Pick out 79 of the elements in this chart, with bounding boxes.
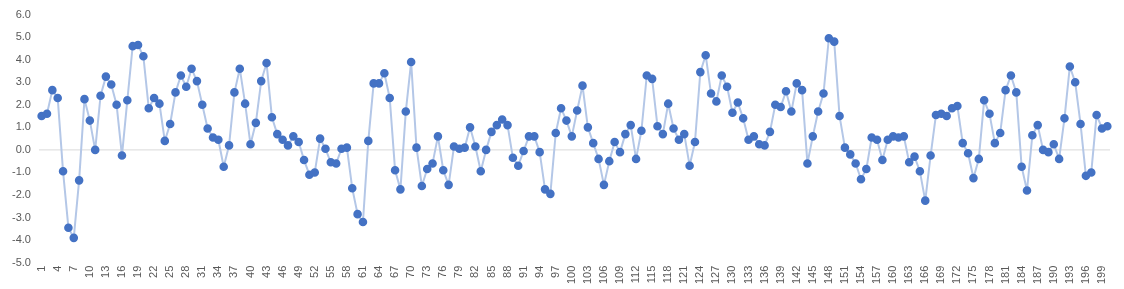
x-tick-label: 136 xyxy=(757,265,770,285)
x-tick-label: 25 xyxy=(163,265,176,278)
x-tick-label: 148 xyxy=(821,265,834,285)
x-tick-label: 133 xyxy=(741,265,754,285)
y-tick-label: 6.0 xyxy=(15,7,31,20)
x-tick-label: 172 xyxy=(950,265,963,285)
x-tick-label: 34 xyxy=(211,265,224,278)
x-tick-label: 106 xyxy=(596,265,609,285)
x-tick-label: 4 xyxy=(50,265,63,272)
x-tick-label: 145 xyxy=(805,265,818,285)
x-tick-label: 100 xyxy=(564,265,577,285)
x-tick-label: 52 xyxy=(307,265,320,278)
y-tick-label: -5.0 xyxy=(11,255,31,268)
x-tick-label: 16 xyxy=(114,265,127,278)
x-tick-label: 58 xyxy=(339,265,352,278)
x-tick-label: 19 xyxy=(131,265,144,278)
x-tick-label: 70 xyxy=(404,265,417,278)
x-tick-label: 40 xyxy=(243,265,256,278)
x-tick-label: 127 xyxy=(709,265,722,285)
x-tick-label: 55 xyxy=(323,265,336,278)
x-tick-label: 79 xyxy=(452,265,465,278)
y-tick-label: 0.0 xyxy=(15,142,31,155)
x-tick-label: 187 xyxy=(1030,265,1043,285)
x-tick-label: 151 xyxy=(837,265,850,285)
x-tick-label: 121 xyxy=(677,265,690,285)
x-tick-label: 73 xyxy=(420,265,433,278)
y-tick-label: -1.0 xyxy=(11,165,31,178)
x-tick-label: 139 xyxy=(773,265,786,285)
x-tick-label: 13 xyxy=(98,265,111,278)
x-tick-label: 109 xyxy=(613,265,626,285)
x-tick-label: 103 xyxy=(580,265,593,285)
y-tick-label: -3.0 xyxy=(11,210,31,223)
x-tick-label: 91 xyxy=(516,265,529,278)
x-tick-label: 49 xyxy=(291,265,304,278)
x-tick-label: 181 xyxy=(998,265,1011,285)
x-tick-label: 154 xyxy=(854,265,867,285)
x-tick-label: 67 xyxy=(388,265,401,278)
x-tick-label: 166 xyxy=(918,265,931,285)
y-tick-label: 1.0 xyxy=(15,120,31,133)
y-tick-label: 5.0 xyxy=(15,30,31,43)
x-tick-label: 31 xyxy=(195,265,208,278)
x-tick-label: 94 xyxy=(532,265,545,278)
y-tick-label: 4.0 xyxy=(15,52,31,65)
x-tick-label: 82 xyxy=(468,265,481,278)
x-tick-label: 142 xyxy=(789,265,802,285)
x-tick-label: 37 xyxy=(227,265,240,278)
x-tick-label: 115 xyxy=(645,265,658,284)
x-tick-label: 85 xyxy=(484,265,497,278)
x-tick-label: 199 xyxy=(1095,265,1107,285)
x-tick-label: 124 xyxy=(693,265,706,285)
x-tick-label: 169 xyxy=(934,265,947,285)
x-tick-label: 64 xyxy=(372,265,385,278)
x-tick-label: 10 xyxy=(82,265,95,278)
x-tick-label: 175 xyxy=(966,265,979,285)
x-tick-label: 160 xyxy=(886,265,899,285)
y-tick-label: -2.0 xyxy=(11,188,31,201)
y-tick-label: 3.0 xyxy=(15,75,31,88)
x-tick-label: 28 xyxy=(179,265,192,278)
x-tick-label: 130 xyxy=(725,265,738,285)
y-tick-label: -4.0 xyxy=(11,233,31,246)
x-tick-label: 178 xyxy=(982,265,995,285)
x-tick-label: 97 xyxy=(548,265,561,278)
x-tick-label: 1 xyxy=(34,265,47,272)
x-tick-label: 7 xyxy=(66,265,79,272)
x-tick-label: 193 xyxy=(1062,265,1075,285)
x-tick-label: 157 xyxy=(870,265,883,285)
x-tick-label: 112 xyxy=(629,265,642,284)
x-tick-label: 43 xyxy=(259,265,272,278)
x-tick-label: 88 xyxy=(500,265,513,278)
x-tick-label: 118 xyxy=(661,265,674,284)
x-tick-label: 46 xyxy=(275,265,288,278)
x-tick-label: 163 xyxy=(902,265,915,285)
x-tick-label: 76 xyxy=(436,265,449,278)
x-tick-label: 61 xyxy=(355,265,368,278)
x-tick-label: 22 xyxy=(147,265,160,278)
x-tick-label: 184 xyxy=(1014,265,1027,285)
x-tick-label: 196 xyxy=(1078,265,1091,285)
y-tick-label: 2.0 xyxy=(15,97,31,110)
x-tick-label: 190 xyxy=(1046,265,1059,285)
